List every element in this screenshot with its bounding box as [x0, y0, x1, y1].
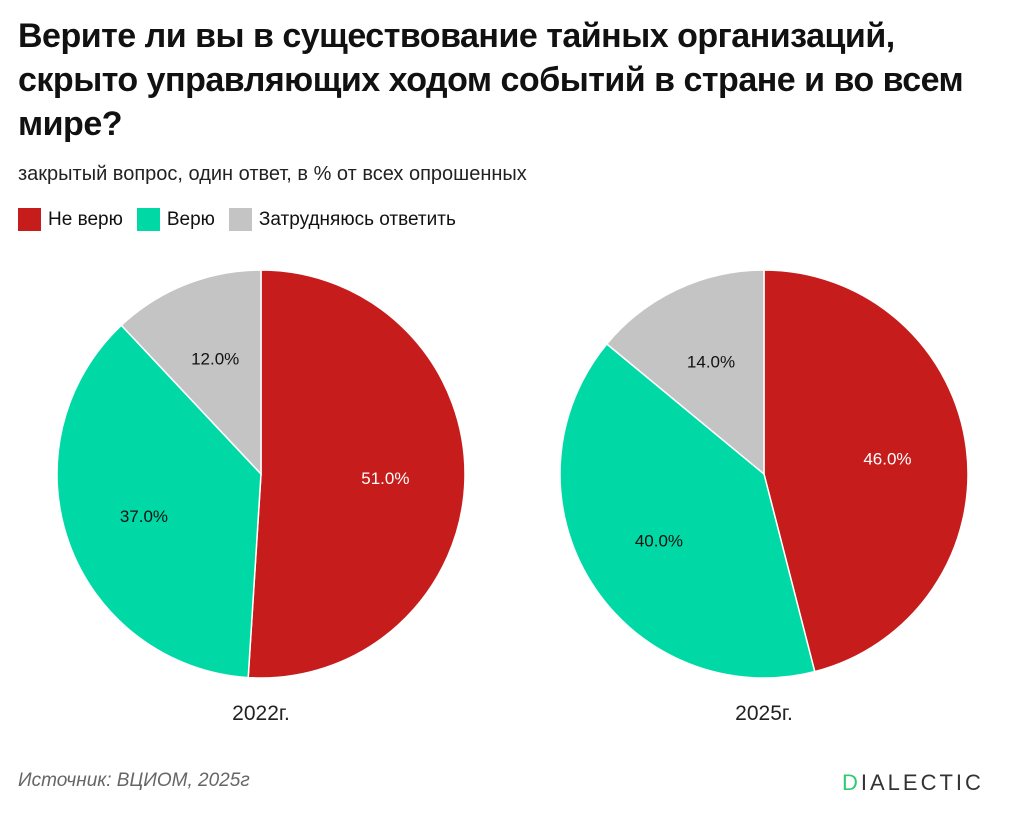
- data-label: 40.0%: [635, 532, 683, 551]
- chart-title: Верите ли вы в существование тайных орга…: [18, 17, 964, 143]
- dialectic-logo: DIALECTIC: [842, 770, 984, 796]
- legend-swatch: [228, 208, 252, 231]
- pie-slice: [120, 269, 262, 476]
- pie-title: 2025г.: [735, 702, 793, 725]
- legend-label: Верю: [166, 208, 215, 230]
- pie-slice: [559, 342, 816, 679]
- chart-subtitle: закрытый вопрос, один ответ, в % от всех…: [18, 163, 527, 185]
- data-label: 51.0%: [361, 469, 409, 488]
- pie-slice: [605, 269, 765, 476]
- data-label: 37.0%: [120, 507, 168, 526]
- legend-label: Не верю: [48, 208, 123, 230]
- pie-slice: [56, 324, 262, 679]
- legend-label: Затрудняюсь ответить: [258, 208, 456, 230]
- data-label: 46.0%: [863, 449, 911, 468]
- data-label: 12.0%: [191, 349, 239, 368]
- pie-title: 2022г.: [232, 702, 290, 725]
- source-note: Источник: ВЦИОМ, 2025г: [18, 770, 250, 791]
- data-label: 14.0%: [687, 352, 735, 371]
- pie-slice: [763, 269, 969, 673]
- legend-item-ne-veryu: Не верю: [18, 208, 123, 231]
- logo-text: IALECTIC: [860, 770, 984, 795]
- legend-swatch: [136, 208, 160, 231]
- legend-swatch: [18, 208, 41, 231]
- legend: Не верю Верю Затрудняюсь ответить: [18, 208, 456, 231]
- pie-slice: [247, 269, 466, 679]
- legend-item-zatrudnyayus: Затрудняюсь ответить: [228, 208, 456, 231]
- legend-item-veryu: Верю: [136, 208, 215, 231]
- logo-letter: D: [842, 770, 861, 795]
